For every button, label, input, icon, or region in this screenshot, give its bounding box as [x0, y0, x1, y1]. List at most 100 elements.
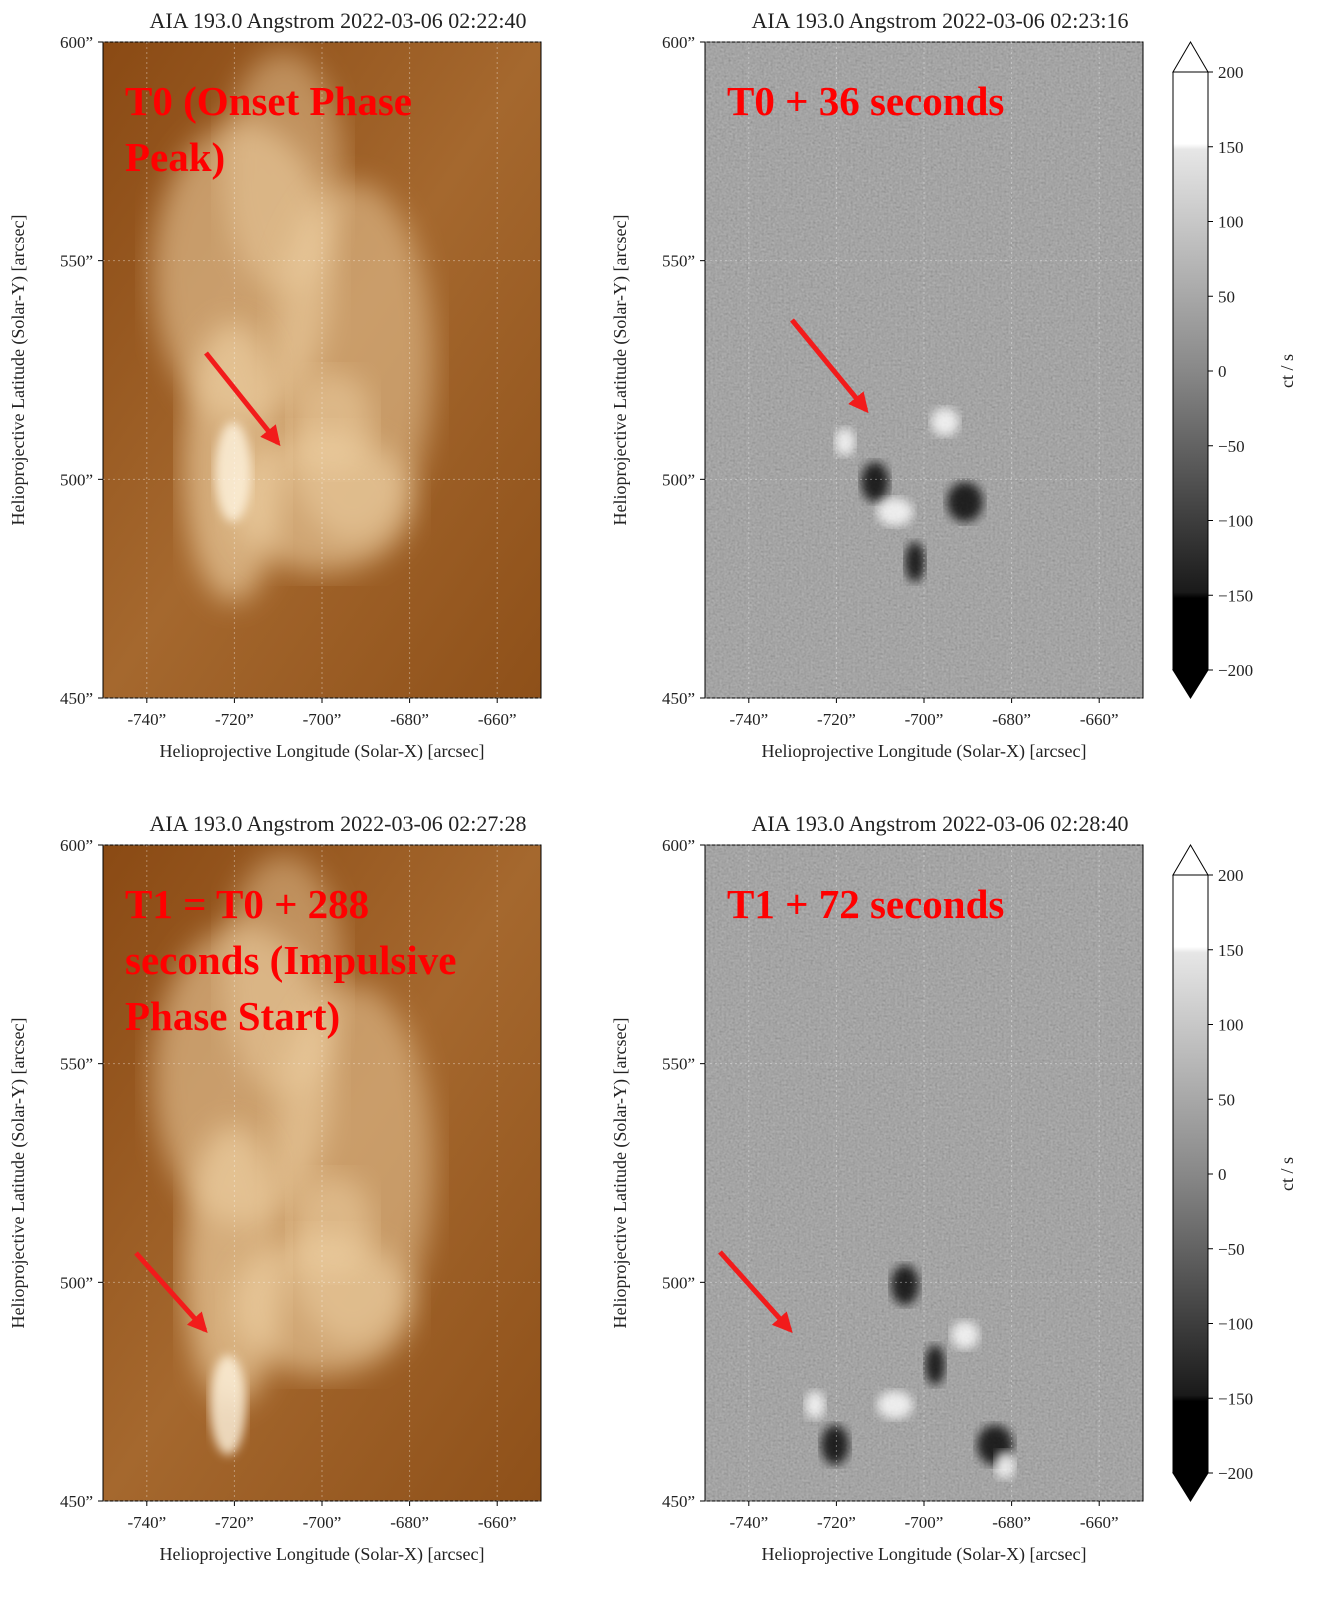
colorbar-label: ct / s: [1277, 1157, 1297, 1191]
feature: [210, 1355, 246, 1455]
colorbar-tick-label: 0: [1218, 1165, 1227, 1184]
colorbar-tick-label: 150: [1218, 138, 1244, 157]
x-axis-label: Helioprojective Longitude (Solar-X) [arc…: [159, 1544, 484, 1565]
x-axis-label: Helioprojective Longitude (Solar-X) [arc…: [761, 741, 1086, 762]
feature: [233, 1235, 413, 1375]
y-tick-label: 450”: [60, 689, 93, 708]
x-tick-label: -740”: [127, 1513, 166, 1532]
feature: [293, 372, 373, 472]
annotation: Phase Start): [125, 993, 340, 1039]
y-tick-label: 550”: [662, 252, 695, 271]
feature: [821, 1425, 849, 1465]
feature: [215, 422, 251, 522]
colorbar-tick-label: 100: [1218, 213, 1244, 232]
y-tick-label: 500”: [60, 1273, 93, 1292]
arrow: [718, 1250, 793, 1333]
colorbar-extend: [1172, 41, 1209, 73]
colorbar-label: ct / s: [1277, 354, 1297, 388]
annotation: Peak): [125, 134, 225, 180]
annotation: T1 + 72 seconds: [727, 881, 1004, 927]
panel: AIA 193.0 Angstrom 2022-03-06 02:28:40 -7…: [610, 811, 1297, 1565]
x-tick-label: -720”: [215, 710, 254, 729]
panel-title: AIA 193.0 Angstrom 2022-03-06 02:27:28: [149, 811, 526, 836]
x-tick-label: -740”: [729, 710, 768, 729]
panel-title: AIA 193.0 Angstrom 2022-03-06 02:22:40: [149, 8, 526, 33]
y-tick-label: 600”: [60, 33, 93, 52]
colorbar-tick-label: −150: [1218, 1389, 1253, 1408]
panel: AIA 193.0 Angstrom 2022-03-06 02:22:40 -7…: [8, 8, 542, 762]
y-tick-label: 450”: [662, 1492, 695, 1511]
panel: AIA 193.0 Angstrom 2022-03-06 02:27:28 -7…: [8, 811, 542, 1565]
feature: [951, 1321, 979, 1349]
colorbar-tick-label: 50: [1218, 1090, 1235, 1109]
feature: [877, 1391, 913, 1419]
feature: [905, 542, 925, 582]
y-tick-label: 600”: [662, 836, 695, 855]
colorbar-tick-label: −200: [1218, 1464, 1253, 1483]
colorbar-tick-label: 100: [1218, 1016, 1244, 1035]
colorbar-tick-label: −100: [1218, 1315, 1253, 1334]
feature: [891, 1265, 919, 1305]
feature: [947, 482, 983, 522]
feature: [293, 1175, 373, 1275]
panel-title: AIA 193.0 Angstrom 2022-03-06 02:23:16: [751, 8, 1128, 33]
colorbar-tick-label: 150: [1218, 941, 1244, 960]
image: [103, 42, 541, 698]
colorbar-extend: [1172, 1472, 1209, 1502]
y-axis-label: Helioprojective Latitude (Solar-Y) [arcs…: [8, 215, 29, 526]
x-tick-label: -700”: [303, 710, 342, 729]
colorbar-tick-label: −200: [1218, 661, 1253, 680]
image: [705, 42, 1143, 698]
annotation: seconds (Impulsive: [125, 937, 456, 983]
colorbar-extend: [1172, 844, 1209, 876]
y-tick-label: 600”: [60, 836, 93, 855]
y-tick-label: 550”: [60, 252, 93, 271]
x-tick-label: -680”: [390, 1513, 429, 1532]
feature: [925, 1345, 945, 1385]
y-tick-label: 450”: [60, 1492, 93, 1511]
y-tick-label: 500”: [60, 470, 93, 489]
annotation: T0 (Onset Phase: [125, 78, 412, 124]
image-tint: [705, 42, 1143, 698]
image: [705, 845, 1143, 1501]
annotation: T1 = T0 + 288: [125, 881, 369, 927]
colorbar-tick-label: 50: [1218, 287, 1235, 306]
x-tick-label: -660”: [1080, 1513, 1119, 1532]
feature: [877, 498, 913, 526]
y-axis-label: Helioprojective Latitude (Solar-Y) [arcs…: [8, 1018, 29, 1329]
y-tick-label: 550”: [662, 1055, 695, 1074]
x-tick-label: -660”: [478, 1513, 517, 1532]
x-tick-label: -720”: [215, 1513, 254, 1532]
x-tick-label: -680”: [390, 710, 429, 729]
x-tick-label: -720”: [817, 710, 856, 729]
colorbar: [1172, 71, 1209, 671]
arrows: [134, 318, 869, 1333]
colorbar: [1172, 874, 1209, 1474]
y-tick-label: 550”: [60, 1055, 93, 1074]
colorbar-tick-label: −50: [1218, 1240, 1245, 1259]
panel: AIA 193.0 Angstrom 2022-03-06 02:23:16 -7…: [610, 8, 1297, 762]
image: [103, 845, 541, 1501]
x-tick-label: -720”: [817, 1513, 856, 1532]
x-tick-label: -680”: [992, 1513, 1031, 1532]
x-axis-label: Helioprojective Longitude (Solar-X) [arc…: [159, 741, 484, 762]
panel-title: AIA 193.0 Angstrom 2022-03-06 02:28:40: [751, 811, 1128, 836]
arrow: [134, 1251, 208, 1333]
colorbar-tick-label: −50: [1218, 437, 1245, 456]
colorbar-tick-label: −100: [1218, 512, 1253, 531]
feature: [835, 428, 855, 456]
y-tick-label: 500”: [662, 470, 695, 489]
y-tick-label: 600”: [662, 33, 695, 52]
colorbar-tick-label: 0: [1218, 362, 1227, 381]
x-tick-label: -660”: [478, 710, 517, 729]
y-axis-label: Helioprojective Latitude (Solar-Y) [arcs…: [610, 1018, 631, 1329]
y-axis-label: Helioprojective Latitude (Solar-Y) [arcs…: [610, 215, 631, 526]
colorbar-tick-label: 200: [1218, 866, 1244, 885]
y-tick-label: 500”: [662, 1273, 695, 1292]
arrow: [204, 351, 281, 447]
x-tick-label: -740”: [729, 1513, 768, 1532]
x-tick-label: -660”: [1080, 710, 1119, 729]
x-tick-label: -700”: [905, 710, 944, 729]
annotation: T0 + 36 seconds: [727, 78, 1004, 124]
